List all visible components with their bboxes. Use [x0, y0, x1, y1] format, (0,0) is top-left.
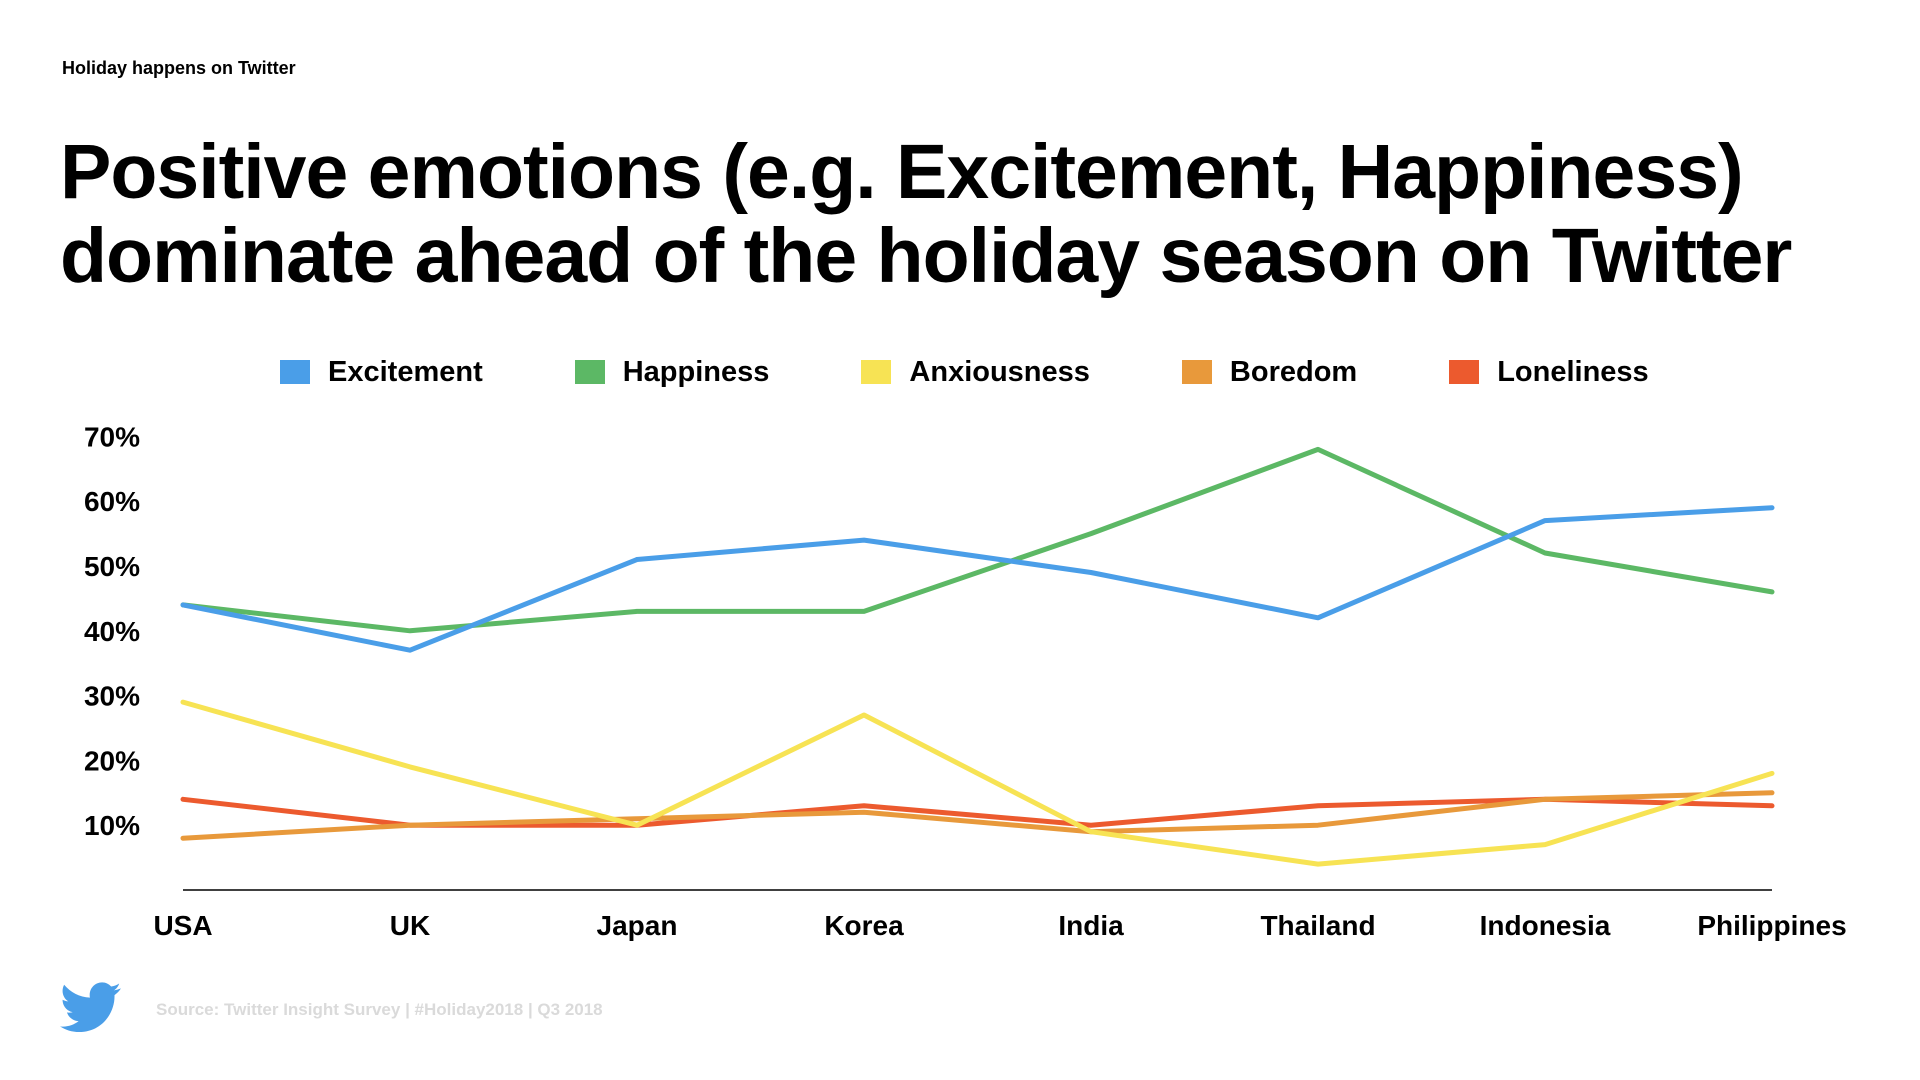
- chart-legend: Excitement Happiness Anxiousness Boredom Lon…: [280, 352, 1649, 392]
- x-tick-label: Korea: [824, 910, 904, 941]
- legend-item-happiness: Happiness: [574, 355, 770, 389]
- legend-label: Anxiousness: [909, 355, 1090, 388]
- title-line-1: Positive emotions (e.g. Excitement, Happ…: [60, 129, 1744, 215]
- series-line-happiness: [180, 446, 1775, 634]
- legend-item-boredom: Boredom: [1181, 355, 1358, 389]
- x-tick-label: UK: [390, 910, 430, 941]
- series-line-anxiousness: [180, 699, 1775, 867]
- eyebrow-label: Holiday happens on Twitter: [62, 58, 296, 78]
- legend-item-anxiousness: Anxiousness: [861, 356, 1090, 389]
- legend-swatch: [1449, 360, 1480, 384]
- series-line-boredom: [180, 790, 1775, 841]
- y-tick-label: 40%: [84, 616, 140, 647]
- y-tick-label: 70%: [84, 421, 140, 452]
- legend-swatch: [574, 360, 605, 384]
- y-tick-label: 10%: [84, 810, 140, 841]
- y-tick-label: 50%: [84, 551, 140, 582]
- title-line-2: dominate ahead of the holiday season on …: [60, 213, 1792, 299]
- legend-label: Loneliness: [1497, 355, 1649, 388]
- twitter-bird-icon: [60, 982, 121, 1033]
- page-title: Positive emotions (e.g. Excitement, Happ…: [60, 130, 1880, 298]
- legend-item-excitement: Excitement: [280, 356, 483, 389]
- legend-label: Happiness: [622, 355, 770, 388]
- legend-label: Boredom: [1229, 355, 1358, 388]
- legend-swatch: [1181, 360, 1212, 384]
- x-tick-label: Indonesia: [1480, 910, 1611, 941]
- x-tick-label: USA: [153, 910, 212, 941]
- y-tick-label: 20%: [84, 745, 140, 776]
- legend-swatch: [861, 360, 892, 384]
- source-note: Source: Twitter Insight Survey | #Holida…: [156, 1000, 603, 1019]
- y-tick-label: 30%: [84, 681, 140, 712]
- x-tick-label: India: [1058, 910, 1124, 941]
- legend-swatch: [280, 360, 310, 384]
- series-line-excitement: [180, 505, 1775, 653]
- x-tick-label: Thailand: [1260, 910, 1375, 941]
- x-tick-label: Japan: [597, 910, 678, 941]
- legend-item-loneliness: Loneliness: [1449, 356, 1649, 389]
- y-tick-label: 60%: [84, 486, 140, 517]
- x-tick-label: Philippines: [1697, 910, 1846, 941]
- legend-label: Excitement: [328, 355, 483, 388]
